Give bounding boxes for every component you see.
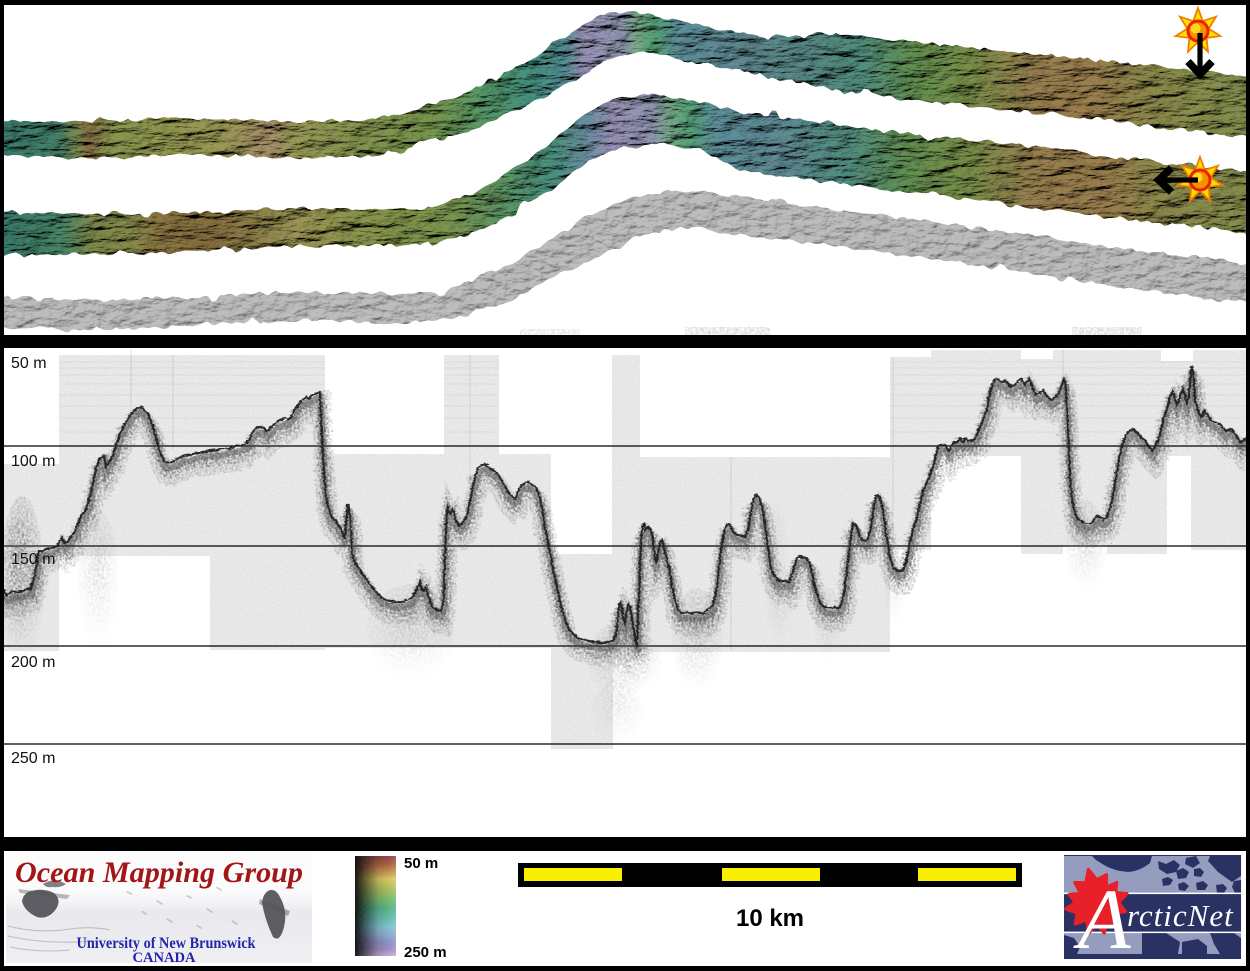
svg-text:CANADA: CANADA	[133, 950, 196, 963]
svg-text:rcticNet: rcticNet	[1127, 898, 1234, 933]
svg-text:Ocean Mapping Group: Ocean Mapping Group	[15, 856, 303, 889]
svg-text:University of New Brunswick: University of New Brunswick	[77, 935, 256, 952]
svg-text:A: A	[1073, 871, 1131, 959]
